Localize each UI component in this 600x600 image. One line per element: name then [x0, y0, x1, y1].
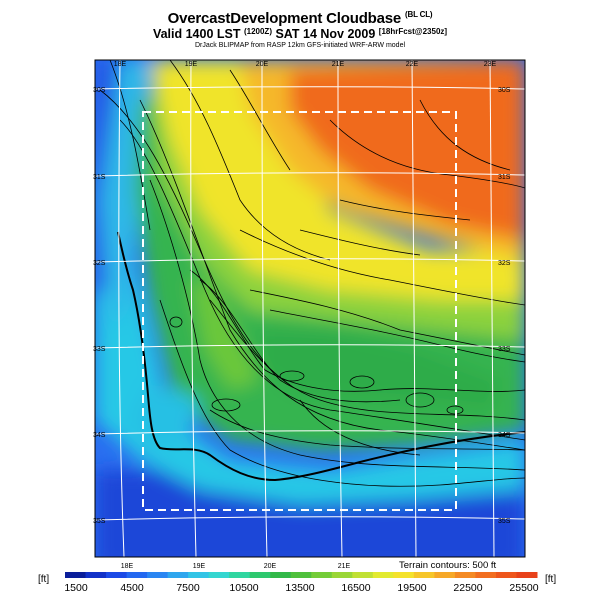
lat-label-left: 32S: [93, 260, 106, 267]
lon-label-top: 22E: [406, 61, 419, 68]
lat-label-right: 35S: [498, 518, 511, 525]
lon-label-top: 19E: [185, 61, 198, 68]
colorbar-swatch: [147, 572, 169, 578]
colorbar-swatch: [352, 572, 374, 578]
colorbar-swatch: [311, 572, 333, 578]
colorbar-swatch: [85, 572, 107, 578]
colorbar-swatch: [249, 572, 271, 578]
colorbar-label: 1500: [64, 582, 88, 594]
map-frame: [94, 59, 526, 558]
model-credit: DrJack BLIPMAP from RASP 12km GFS-initia…: [194, 42, 406, 49]
lat-label-left: 31S: [93, 174, 106, 181]
colorbar-swatch: [434, 572, 456, 578]
colorbar-label: 4500: [120, 582, 144, 594]
valid-time-note: (1200Z): [243, 27, 272, 36]
terrain-note: Terrain contours: 500 ft: [399, 560, 497, 571]
forecast-note: [18hrFcst@2350z]: [378, 27, 448, 36]
colorbar-label: 25500: [509, 582, 538, 594]
lat-lon-grid: [94, 59, 526, 558]
colorbar-swatch: [290, 572, 312, 578]
cloudbase-field: [95, 60, 525, 557]
colorbar-swatch: [372, 572, 394, 578]
grid-labels: 18E 19E 20E 21E 22E 23E 18E 19E 20E 21E 30S 31S 32S 3…: [93, 61, 511, 570]
valid-prefix: Valid 1400 LST: [152, 27, 241, 41]
colorbar-swatch: [270, 572, 292, 578]
colorbar: 1500 4500 7500 10500 13500 16500 19500 22500 255…: [64, 572, 539, 594]
colorbar-swatch: [393, 572, 415, 578]
colorbar-unit-right: [ft]: [545, 574, 557, 585]
colorbar-label: 10500: [229, 582, 258, 594]
lon-label-top: 23E: [484, 61, 497, 68]
lon-label-bottom: 18E: [121, 563, 134, 570]
colorbar-swatch: [454, 572, 476, 578]
lon-label-top: 20E: [256, 61, 269, 68]
colorbar-swatch: [495, 572, 517, 578]
colorbar-swatch: [331, 572, 353, 578]
colorbar-swatch: [229, 572, 251, 578]
colorbar-swatch: [65, 572, 87, 578]
colorbar-swatch: [106, 572, 128, 578]
lon-label-bottom: 21E: [338, 563, 351, 570]
lat-label-left: 35S: [93, 518, 106, 525]
colorbar-swatch: [413, 572, 435, 578]
lat-label-left: 30S: [93, 87, 106, 94]
lat-label-left: 34S: [93, 432, 106, 439]
title-note: (BL CL): [405, 10, 433, 19]
colorbar-label: 22500: [453, 582, 482, 594]
coastline: [117, 231, 525, 482]
lon-label-bottom: 19E: [193, 563, 206, 570]
terrain-contours: [99, 60, 525, 487]
colorbar-swatch: [516, 572, 538, 578]
colorbar-swatch: [475, 572, 497, 578]
lat-label-right: 33S: [498, 346, 511, 353]
lon-label-top: 21E: [332, 61, 345, 68]
colorbar-unit-left: [ft]: [38, 574, 50, 585]
colorbar-swatch: [167, 572, 189, 578]
colorbar-swatch: [188, 572, 210, 578]
lat-label-right: 34S: [498, 432, 511, 439]
colorbar-swatch: [126, 572, 148, 578]
colorbar-label: 13500: [285, 582, 314, 594]
colorbar-swatch: [208, 572, 230, 578]
colorbar-label: 19500: [397, 582, 426, 594]
domain-box: [142, 111, 457, 511]
lat-label-right: 31S: [498, 174, 511, 181]
lon-label-bottom: 20E: [264, 563, 277, 570]
lat-label-left: 33S: [93, 346, 106, 353]
colorbar-label: 16500: [341, 582, 370, 594]
valid-time: Valid 1400 LST (1200Z) SAT 14 Nov 2009 […: [0, 27, 600, 41]
lat-label-right: 30S: [498, 87, 511, 94]
valid-date: SAT 14 Nov 2009: [275, 27, 376, 41]
chart-title: OvercastDevelopment Cloudbase (BL CL): [0, 10, 600, 27]
title-text: OvercastDevelopment Cloudbase: [167, 10, 402, 27]
lat-label-right: 32S: [498, 260, 511, 267]
lon-label-top: 18E: [114, 61, 127, 68]
colorbar-label: 7500: [176, 582, 200, 594]
